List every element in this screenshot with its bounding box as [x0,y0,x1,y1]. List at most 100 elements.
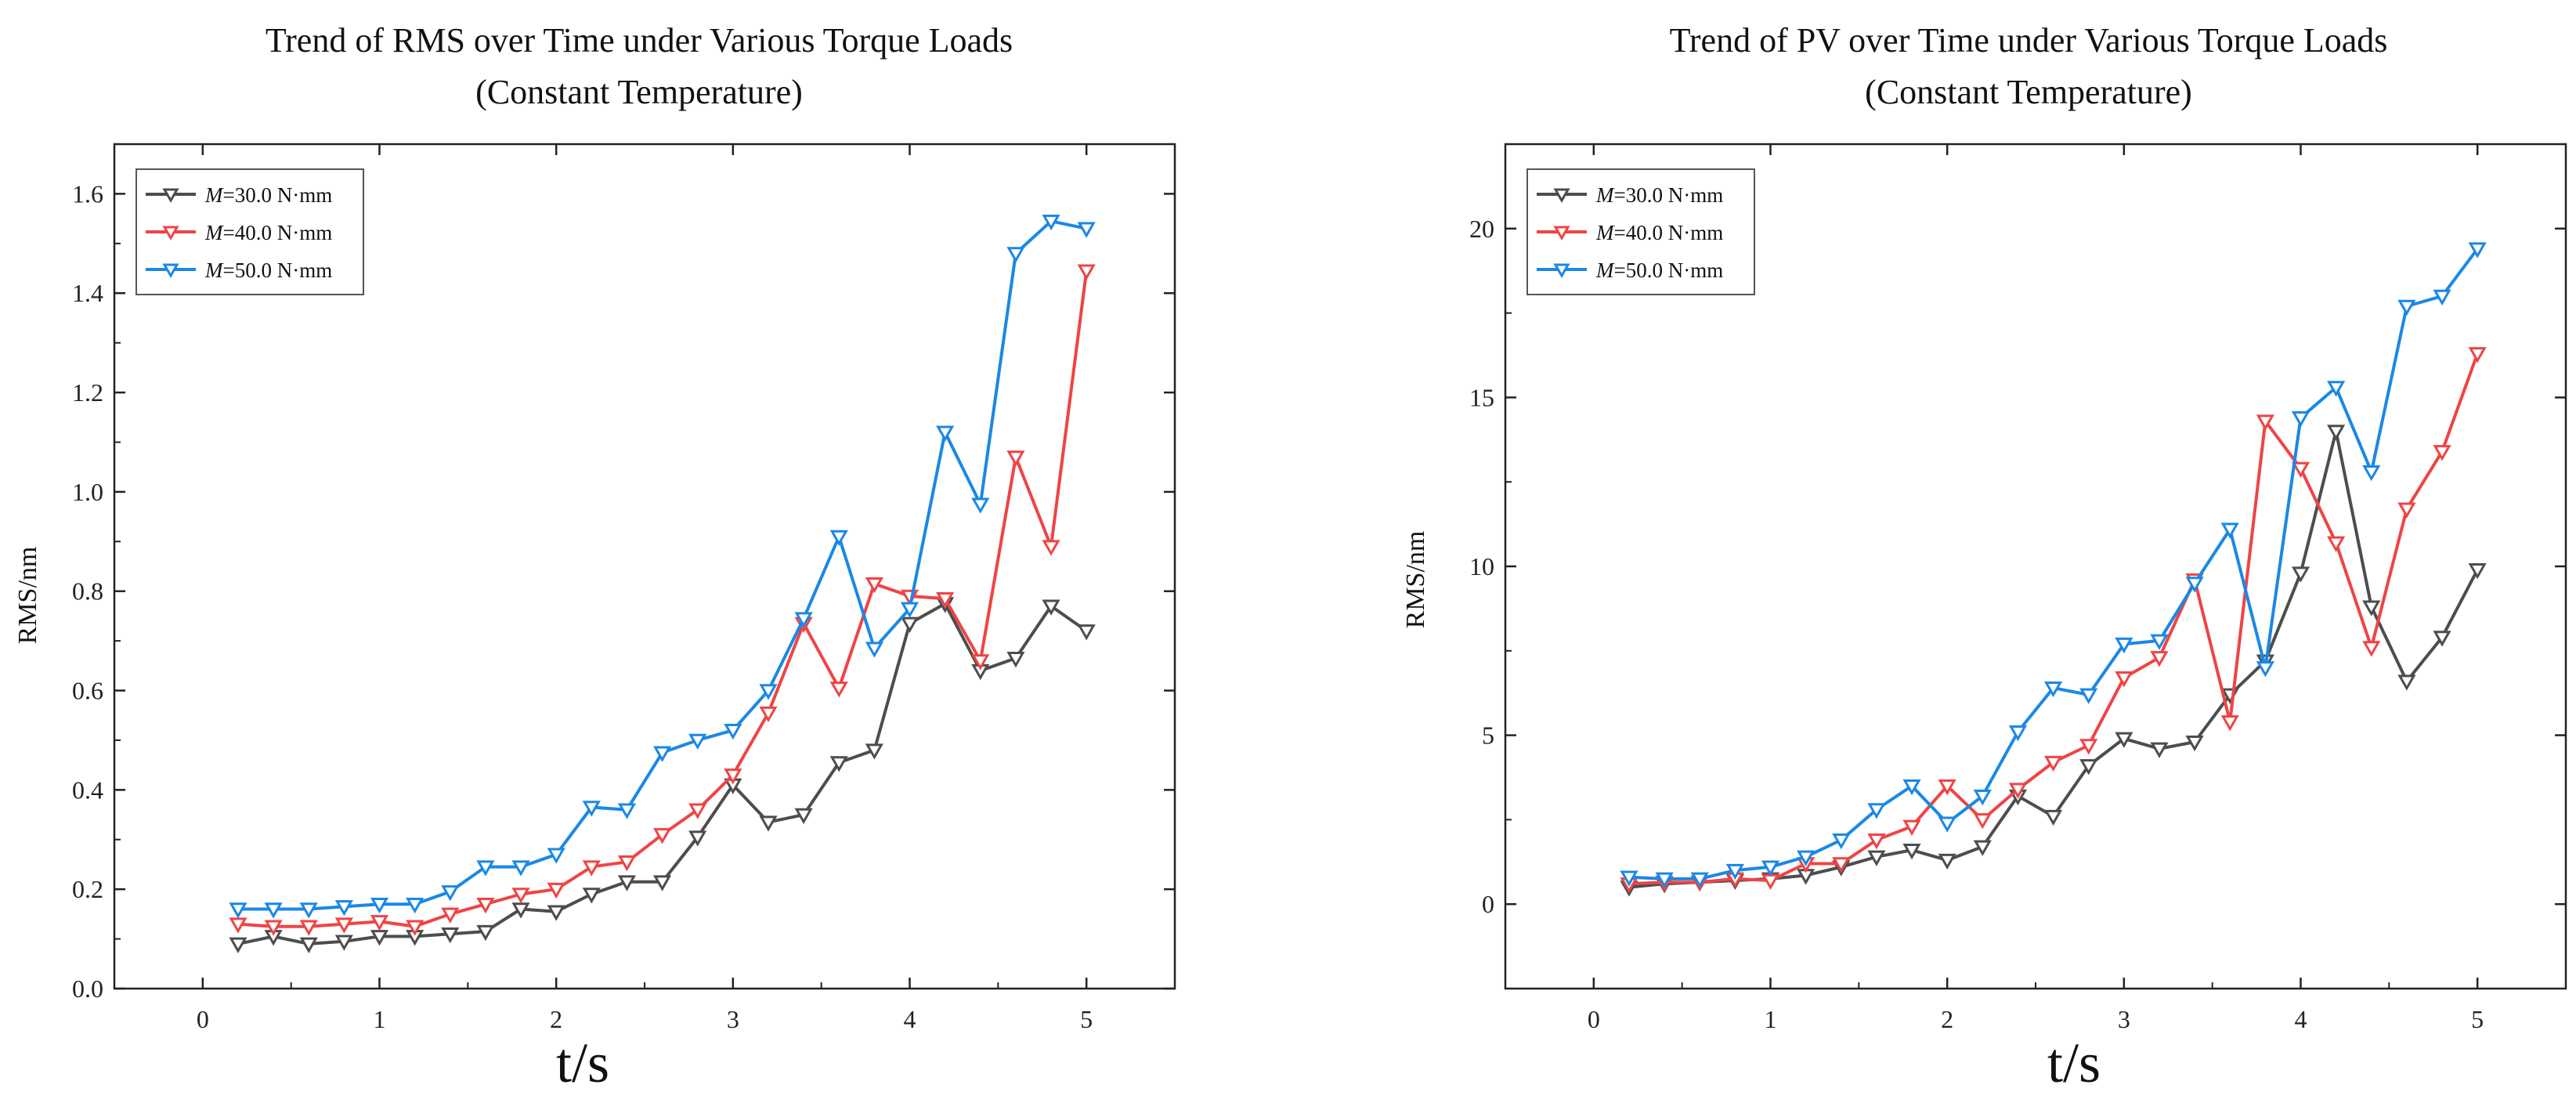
data-point [406,920,425,936]
data-point [865,743,883,760]
legend-item-1: M=30.0 N·mm [146,183,332,207]
chart-pv-title-line1: Trend of PV over Time under Various Torq… [1670,21,2388,60]
data-point [2079,688,2098,704]
data-point [617,803,637,819]
y-tick-label: 0.4 [72,776,103,804]
data-point [971,654,990,671]
y-tick-label: 10 [1469,552,1494,580]
data-point [2043,809,2063,826]
data-point [1832,833,1851,850]
legend-label-var: M [204,259,224,282]
series-1 [229,597,1096,953]
legend-swatch-marker [1553,188,1570,204]
data-point [2397,502,2416,519]
data-point [617,875,637,891]
data-point [1690,872,1709,888]
data-point [1797,850,1815,866]
data-point [1867,803,1886,819]
data-point [1832,857,1851,873]
legend-label-var: M [204,183,224,207]
data-point [2468,242,2487,259]
data-point [2468,347,2487,363]
y-tick-label: 0.0 [72,974,103,1003]
chart-rms-title-line2: (Constant Temperature) [475,73,803,111]
data-point [2291,566,2310,583]
data-point [1042,540,1060,556]
data-point [2079,739,2098,755]
data-point [1620,870,1638,887]
data-point [865,642,883,658]
legend-item-1: M=30.0 N·mm [1537,183,1723,207]
legend-swatch-marker [1553,226,1570,241]
y-tick-label: 1.6 [72,179,103,208]
data-point [2397,674,2416,691]
data-point [688,830,707,847]
data-point [441,927,460,944]
data-point [1938,779,1956,796]
chart-pv-title-line2: (Constant Temperature) [1865,73,2192,111]
data-point [511,888,530,904]
legend-label-var: M [1595,221,1615,244]
series-line [1628,248,2479,880]
data-point [2115,671,2133,688]
data-point [1973,813,1992,830]
chart-rms-series [229,215,1096,953]
legend-item-2: M=40.0 N·mm [146,221,332,244]
legend-label-text: =40.0 N·mm [1614,221,1724,244]
data-point [1761,860,1780,877]
data-point [441,907,460,924]
data-point [2043,755,2063,772]
y-tick-label: 15 [1469,383,1494,411]
chart-rms-title-line1: Trend of RMS over Time under Various Tor… [266,21,1013,60]
data-point [2008,725,2028,742]
y-tick-label: 0.8 [72,577,103,606]
data-point [2433,289,2451,306]
data-point [2185,577,2204,593]
x-tick-label: 2 [550,1005,562,1033]
x-tick-label: 5 [2471,1005,2484,1033]
legend-label-var: M [1595,183,1615,207]
data-point [2433,445,2451,461]
series-3 [1620,242,2487,888]
data-point [688,803,707,819]
data-point [652,746,672,762]
data-point [936,591,955,609]
x-tick-label: 2 [1941,1005,1953,1033]
data-point [2150,634,2169,650]
data-point [334,917,353,934]
x-tick-label: 0 [1588,1005,1600,1033]
x-tick-label: 3 [727,1005,739,1033]
chart-pv-axes: 0 1 2 3 4 5 0 5 10 15 20 [1469,143,2567,1033]
data-point [370,897,389,914]
data-point [476,924,495,942]
data-point [1077,264,1096,280]
legend-label-text: =50.0 N·mm [1614,259,1724,282]
legend-swatch-marker [162,226,179,241]
legend-label-text: =40.0 N·mm [223,221,333,244]
y-tick-label: 5 [1482,721,1494,750]
data-point [1006,652,1025,668]
data-point [264,920,283,936]
data-point [1867,850,1886,866]
x-tick-label: 0 [197,1005,209,1033]
y-tick-label: 0.6 [72,677,103,705]
data-point [334,935,353,951]
data-point [1655,872,1674,888]
data-point [829,756,848,772]
legend-label: M=40.0 N·mm [1595,221,1723,244]
data-point [2220,715,2239,732]
data-point [229,937,247,953]
data-point [511,860,530,877]
data-point [1902,779,1921,796]
x-tick-label: 3 [2118,1005,2130,1033]
data-point [334,900,353,917]
data-point [759,706,778,723]
legend-swatch-marker [162,188,179,204]
data-point [936,425,955,442]
y-tick-label: 1.0 [72,478,103,506]
data-point [229,902,247,919]
data-point [724,768,742,785]
y-tick-label: 20 [1469,215,1494,243]
data-point [2079,759,2098,776]
